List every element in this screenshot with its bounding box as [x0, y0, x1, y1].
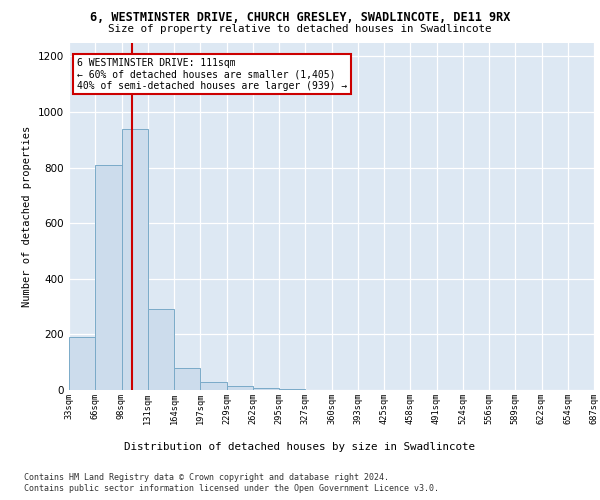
- Bar: [174, 368, 200, 390]
- Bar: [227, 386, 253, 390]
- Bar: [121, 128, 148, 390]
- Bar: [69, 337, 95, 390]
- Bar: [95, 165, 121, 390]
- Text: Distribution of detached houses by size in Swadlincote: Distribution of detached houses by size …: [125, 442, 476, 452]
- Bar: [253, 388, 279, 390]
- Text: Contains HM Land Registry data © Crown copyright and database right 2024.: Contains HM Land Registry data © Crown c…: [24, 472, 389, 482]
- Bar: [148, 310, 174, 390]
- Bar: [200, 382, 227, 390]
- Text: 6, WESTMINSTER DRIVE, CHURCH GRESLEY, SWADLINCOTE, DE11 9RX: 6, WESTMINSTER DRIVE, CHURCH GRESLEY, SW…: [90, 11, 510, 24]
- Text: Size of property relative to detached houses in Swadlincote: Size of property relative to detached ho…: [108, 24, 492, 34]
- Text: 6 WESTMINSTER DRIVE: 111sqm
← 60% of detached houses are smaller (1,405)
40% of : 6 WESTMINSTER DRIVE: 111sqm ← 60% of det…: [77, 58, 347, 91]
- Y-axis label: Number of detached properties: Number of detached properties: [22, 126, 32, 307]
- Bar: [279, 389, 305, 390]
- Text: Contains public sector information licensed under the Open Government Licence v3: Contains public sector information licen…: [24, 484, 439, 493]
